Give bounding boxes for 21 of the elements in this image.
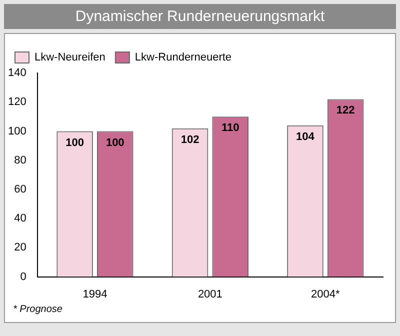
x-tick-label: 1994 [82, 288, 108, 300]
legend-label: Lkw-Runderneuerte [134, 52, 232, 64]
y-tick-label: 140 [8, 67, 26, 80]
y-tick-label: 100 [8, 125, 26, 138]
data-label: 110 [221, 122, 240, 134]
y-tick-label: 120 [8, 96, 26, 108]
y-tick-label: 40 [14, 212, 26, 225]
legend-label: Lkw-Neureifen [34, 52, 106, 64]
y-tick-label: 0 [20, 270, 26, 283]
x-tick-label: 2004* [311, 288, 340, 300]
data-label: 102 [180, 134, 200, 146]
chart-title: Dynamischer Runderneuerungsmarkt [4, 4, 396, 29]
data-label: 100 [106, 136, 124, 149]
y-tick-label: 20 [14, 242, 26, 254]
y-tick-label: 60 [14, 183, 26, 196]
text: * Prognose [13, 304, 62, 315]
x-tick-label: 2001 [198, 288, 222, 300]
data-label: 100 [66, 136, 84, 149]
data-label: 122 [336, 104, 355, 117]
y-tick-label: 80 [14, 154, 26, 166]
data-label: 104 [296, 130, 316, 143]
